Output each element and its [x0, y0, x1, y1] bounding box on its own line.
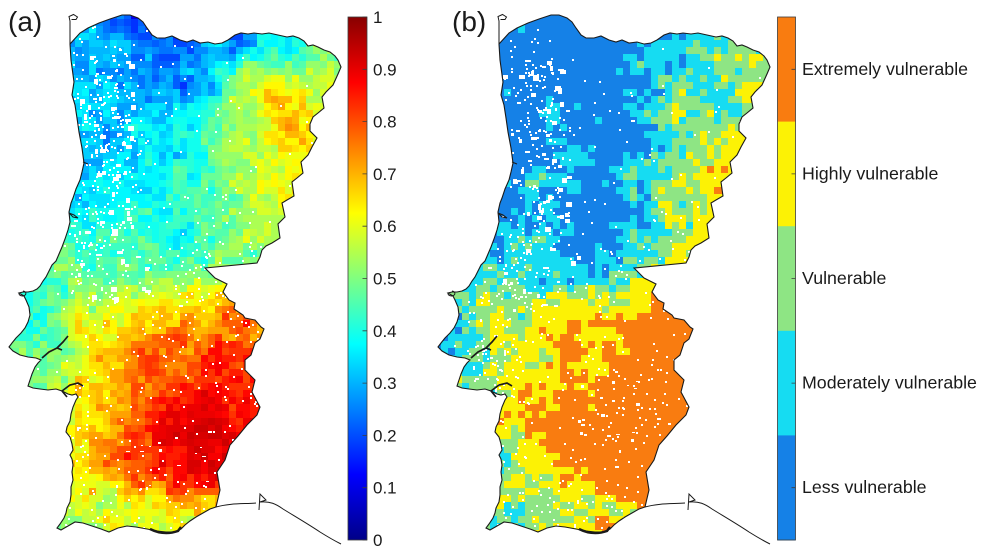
svg-text:Moderately vulnerable: Moderately vulnerable — [802, 373, 977, 393]
svg-text:0.8: 0.8 — [373, 113, 397, 132]
svg-text:0.7: 0.7 — [373, 165, 397, 184]
svg-text:0.1: 0.1 — [373, 479, 397, 498]
svg-text:Vulnerable: Vulnerable — [802, 268, 886, 288]
svg-text:(b): (b) — [452, 6, 486, 37]
svg-text:0.4: 0.4 — [373, 322, 397, 341]
svg-text:1: 1 — [373, 8, 382, 27]
svg-text:Highly vulnerable: Highly vulnerable — [802, 163, 939, 183]
svg-text:0.5: 0.5 — [373, 270, 397, 289]
svg-text:Less vulnerable: Less vulnerable — [802, 477, 927, 497]
svg-text:0.6: 0.6 — [373, 217, 397, 236]
svg-text:(a): (a) — [8, 6, 42, 37]
svg-text:0.3: 0.3 — [373, 374, 397, 393]
svg-text:0.2: 0.2 — [373, 426, 397, 445]
svg-text:Extremely vulnerable: Extremely vulnerable — [802, 59, 968, 79]
svg-text:0: 0 — [373, 531, 382, 550]
svg-text:0.9: 0.9 — [373, 60, 397, 79]
